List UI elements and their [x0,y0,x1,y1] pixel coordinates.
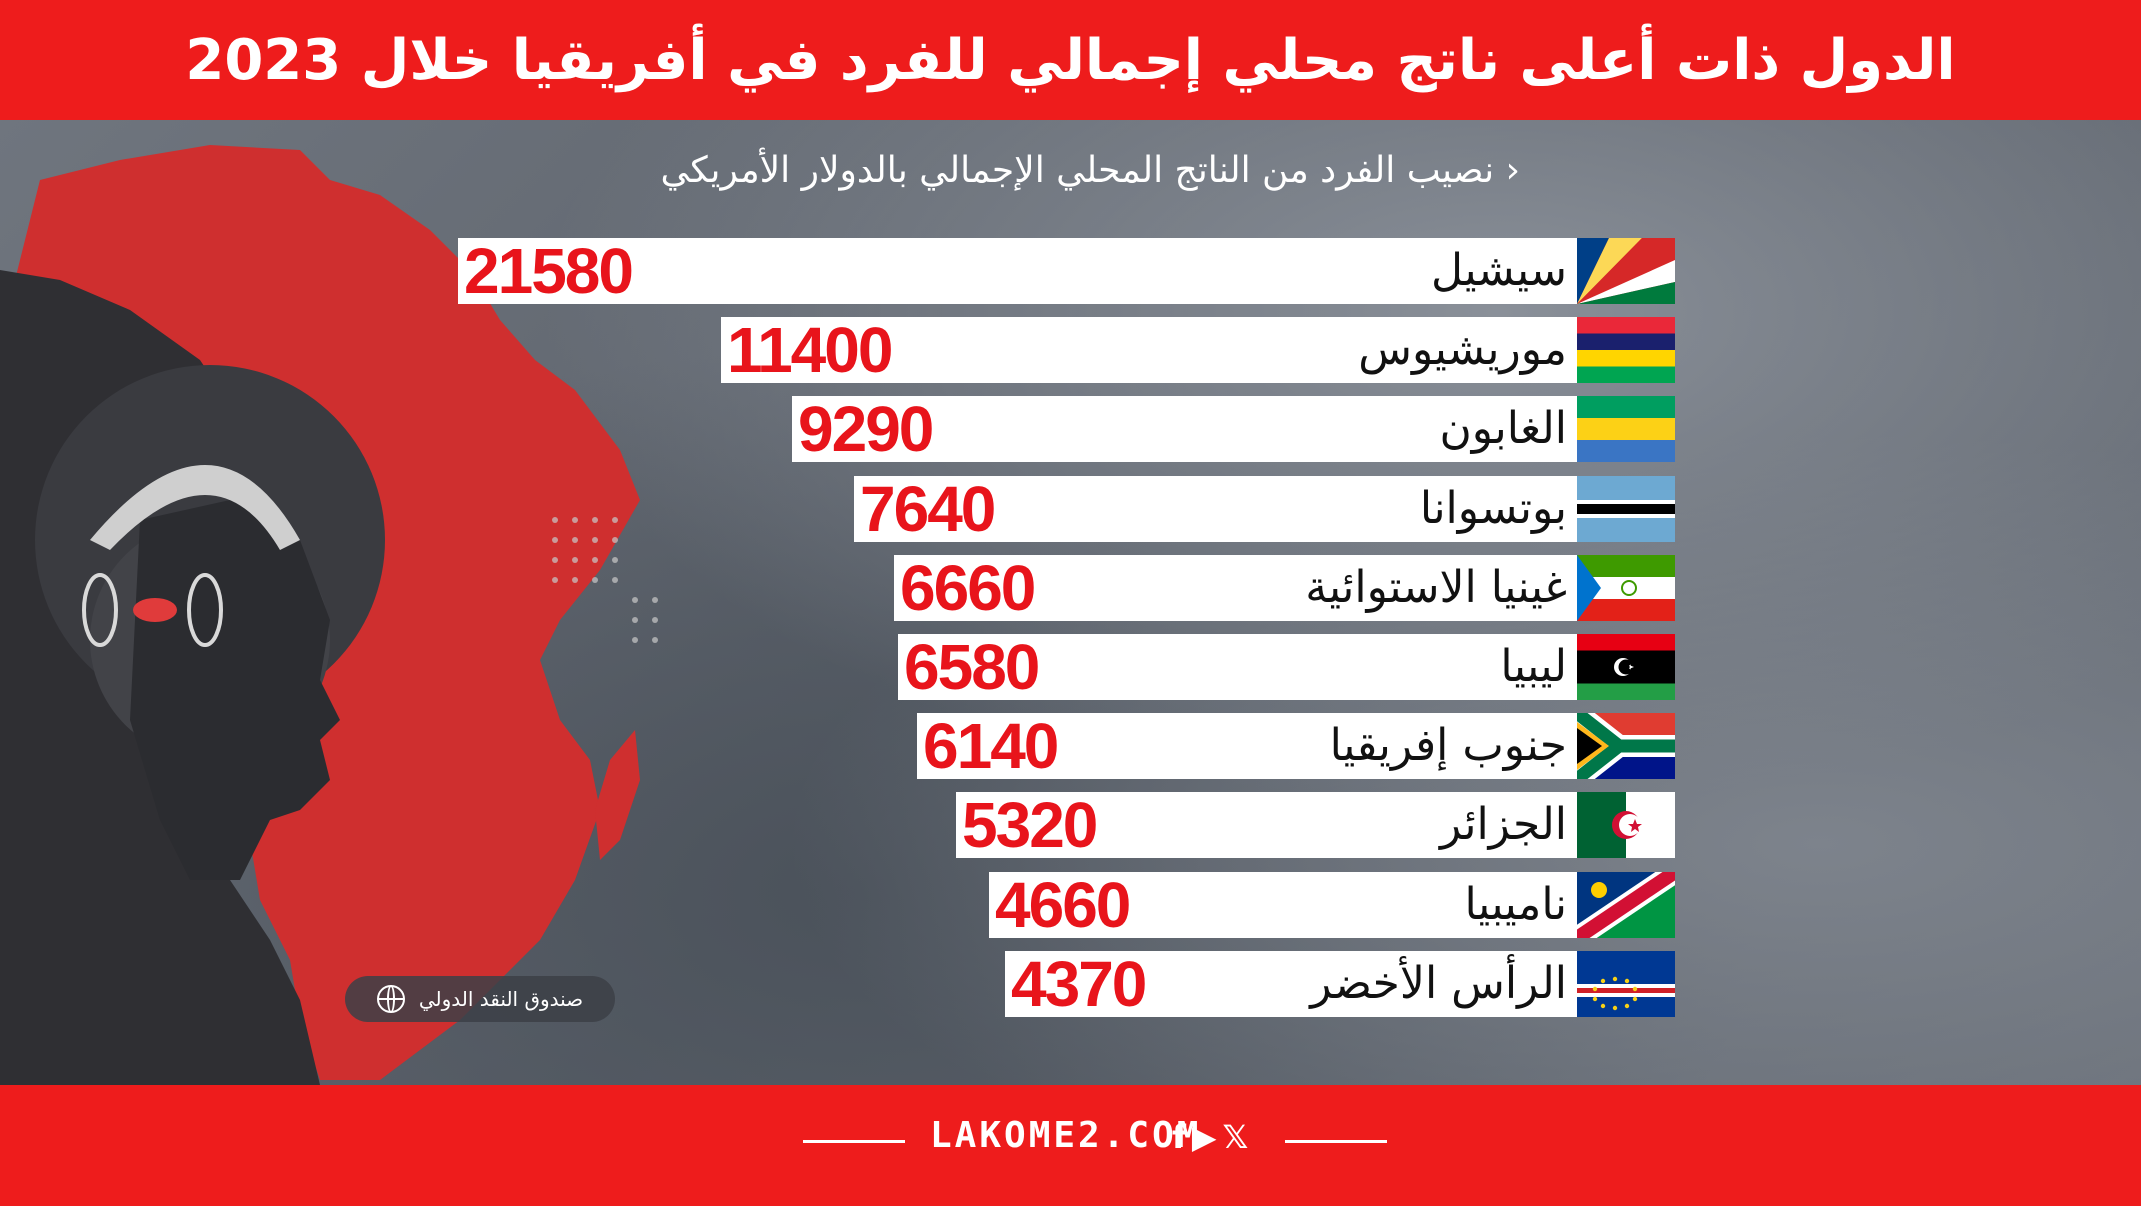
bar [792,396,1577,462]
cape-verde-flag-icon [1577,951,1675,1017]
bar [894,555,1577,621]
bar [721,317,1577,383]
equatorial-guinea-flag-icon [1577,555,1675,621]
bar [854,476,1577,542]
category-label: الرأس الأخضر [1310,958,1567,1009]
category-label: ليبيا [1500,641,1567,692]
data-label: 9290 [798,393,934,465]
data-label: 4370 [1011,948,1147,1020]
seychelles-flag-icon [1577,238,1675,304]
header-banner: الدول ذات أعلى ناتج محلي إجمالي للفرد في… [0,0,2141,120]
bar [458,238,1577,304]
category-label: جنوب إفريقيا [1329,720,1567,771]
bar [898,634,1577,700]
data-label: 11400 [727,314,893,386]
footer-banner: LAKOME2.COM f ▶ 𝕏 [0,1085,2141,1206]
source-label: صندوق النقد الدولي [418,987,584,1011]
bar [989,872,1577,938]
decoration-art [0,145,658,1085]
category-label: الغابون [1439,403,1567,454]
page-title: الدول ذات أعلى ناتج محلي إجمالي للفرد في… [185,27,1956,93]
data-label: 6140 [923,710,1059,782]
mauritius-flag-icon [1577,317,1675,383]
libya-flag-icon [1577,634,1675,700]
data-label: 21580 [464,235,634,307]
bar [1005,951,1577,1017]
category-label: الجزائر [1439,799,1567,850]
data-label: 4660 [995,869,1131,941]
category-label: غينيا الاستوائية [1305,562,1567,613]
namibia-flag-icon [1577,872,1675,938]
data-label: 5320 [962,789,1098,861]
globe-icon [376,985,405,1013]
x-icon[interactable]: 𝕏 [1222,1118,1249,1156]
data-label: 6660 [900,552,1036,624]
category-label: بوتسوانا [1419,483,1567,534]
category-label: سيشيل [1431,245,1567,296]
data-label: 7640 [860,473,996,545]
category-label: موريشيوس [1358,324,1567,375]
bar [956,792,1577,858]
footer-divider-right [1285,1140,1387,1143]
category-label: ناميبيا [1464,879,1567,930]
data-label: 6580 [904,631,1040,703]
chart-subtitle: ‹ نصيب الفرد من الناتج المحلي الإجمالي ب… [660,150,1520,191]
botswana-flag-icon [1577,476,1675,542]
youtube-icon[interactable]: ▶ [1191,1118,1217,1156]
site-url[interactable]: LAKOME2.COM [930,1115,1202,1156]
facebook-icon[interactable]: f [1172,1118,1186,1156]
bar [917,713,1577,779]
source-badge: صندوق النقد الدولي [345,976,615,1022]
south-africa-flag-icon [1577,713,1675,779]
gabon-flag-icon [1577,396,1675,462]
social-links: f ▶ 𝕏 [1172,1118,1248,1156]
algeria-flag-icon [1577,792,1675,858]
footer-divider-left [803,1140,905,1143]
